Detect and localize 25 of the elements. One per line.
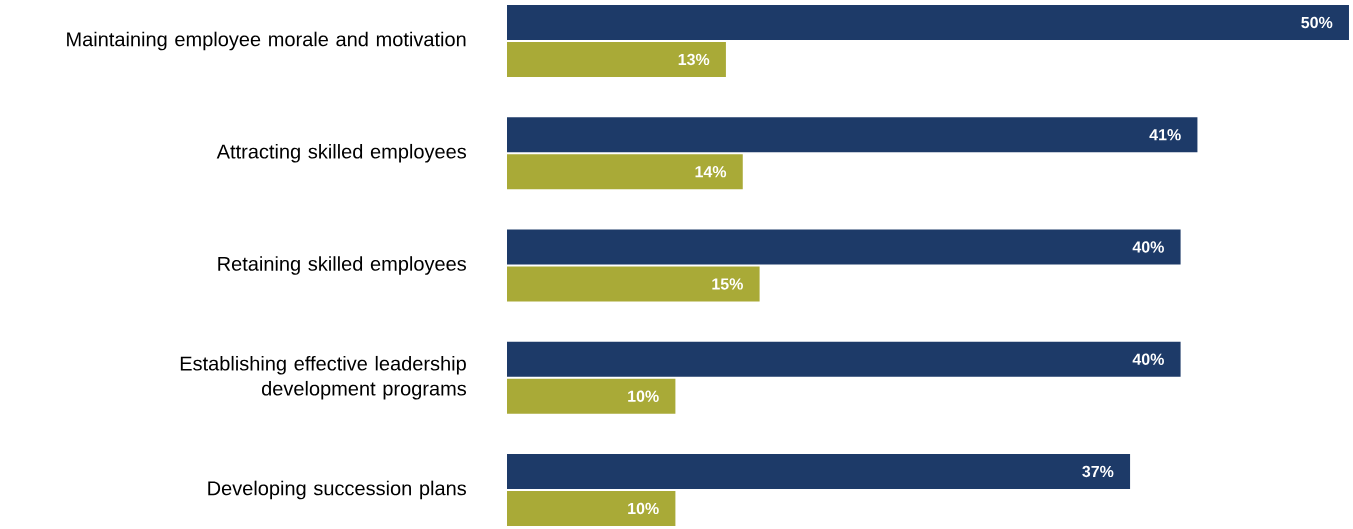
data-label: 10% [628, 390, 659, 402]
data-label: 15% [712, 278, 743, 290]
data-label: 37% [1082, 465, 1114, 478]
bar [507, 154, 743, 190]
bar [507, 117, 1198, 153]
data-label: 14% [695, 166, 727, 178]
bar [507, 266, 760, 302]
data-label: 41% [1149, 129, 1181, 141]
y-tick-label: Establishing effective leadership development programs [180, 355, 467, 400]
bar [507, 453, 1131, 489]
y-tick-label: Maintaining employee morale and motivation [67, 31, 466, 51]
data-label: 50% [1301, 16, 1333, 29]
y-tick-label: Retaining skilled employees [218, 256, 466, 275]
bar [507, 490, 676, 526]
bar [507, 341, 1181, 377]
bar [507, 42, 726, 77]
y-tick-label: Developing succession plans [208, 480, 466, 500]
data-label: 10% [628, 502, 659, 515]
y-tick-label: Attracting skilled employees [216, 143, 467, 163]
data-label: 13% [678, 53, 710, 66]
bar [507, 229, 1181, 265]
bar [507, 378, 676, 414]
bar [507, 5, 1349, 40]
data-label: 40% [1132, 241, 1164, 253]
data-label: 40% [1132, 353, 1164, 365]
